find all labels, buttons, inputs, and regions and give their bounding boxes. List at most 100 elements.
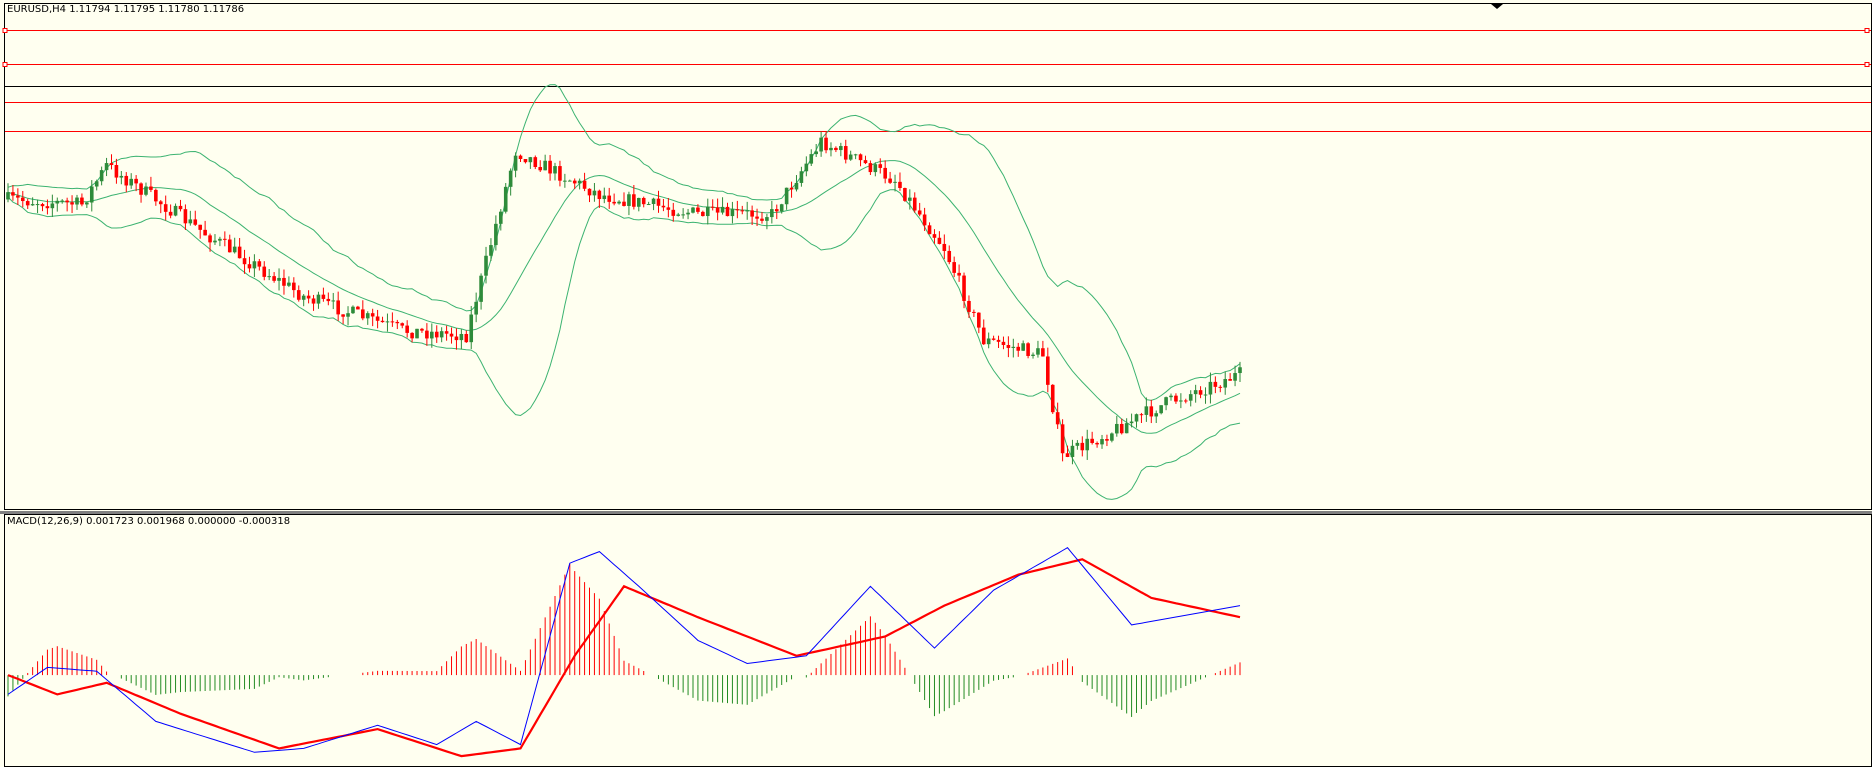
candle-body xyxy=(814,151,818,155)
candle-body xyxy=(232,246,237,253)
candle-body xyxy=(701,211,705,217)
candle-body xyxy=(247,264,252,269)
candle-body xyxy=(1011,346,1016,348)
candle-body xyxy=(602,195,607,200)
candle-body xyxy=(1238,367,1242,374)
line-handle[interactable] xyxy=(1864,28,1870,33)
candle-body xyxy=(316,294,321,304)
candle-body xyxy=(893,181,897,183)
candle-body xyxy=(311,298,316,304)
candle-body xyxy=(351,306,355,314)
candle-body xyxy=(972,311,976,313)
candle-body xyxy=(134,178,138,184)
candle-body xyxy=(1100,439,1104,445)
candle-body xyxy=(469,314,474,343)
candle-body xyxy=(173,205,178,216)
candle-body xyxy=(627,194,631,206)
candle-body xyxy=(986,338,991,345)
candle-body xyxy=(563,180,567,182)
candle-body xyxy=(908,197,912,201)
candle-body xyxy=(592,190,597,196)
candle-body xyxy=(927,225,932,235)
candle-body xyxy=(617,201,621,204)
candle-body xyxy=(981,327,986,345)
candle-body xyxy=(587,188,592,196)
candle-body xyxy=(75,197,79,205)
candle-body xyxy=(863,160,868,164)
candle-body xyxy=(109,163,114,166)
candle-body xyxy=(1110,433,1114,441)
line-handle[interactable] xyxy=(2,62,8,67)
candle-body xyxy=(306,295,311,299)
candle-body xyxy=(1149,406,1154,417)
candle-body xyxy=(1006,345,1011,348)
line-handle[interactable] xyxy=(2,28,8,33)
candle-body xyxy=(499,211,503,224)
candle-body xyxy=(809,154,814,164)
candle-body xyxy=(1193,390,1198,395)
candle-body xyxy=(30,204,35,206)
candle-body xyxy=(144,186,148,195)
bollinger-lower-band xyxy=(7,189,1241,500)
candle-body xyxy=(1050,384,1055,413)
candle-body xyxy=(1041,348,1045,357)
candle-body xyxy=(503,186,508,212)
candle-body xyxy=(853,154,858,156)
candle-body xyxy=(484,255,488,276)
candle-body xyxy=(341,314,345,317)
candle-body xyxy=(636,197,641,207)
chart-shift-marker[interactable] xyxy=(1491,4,1503,9)
candle-body xyxy=(725,206,730,217)
candle-body xyxy=(819,137,823,152)
candle-body xyxy=(760,218,764,221)
candle-body xyxy=(597,190,602,200)
candle-body xyxy=(385,321,390,323)
candle-body xyxy=(154,189,158,202)
candle-body xyxy=(70,202,74,205)
candle-body xyxy=(1026,343,1030,356)
candle-body xyxy=(16,195,20,198)
candle-body xyxy=(242,258,247,265)
bollinger-middle-band xyxy=(7,160,1241,434)
candle-body xyxy=(868,163,873,173)
candle-body xyxy=(292,282,296,291)
candle-body xyxy=(65,200,69,203)
candle-body xyxy=(917,210,922,215)
candle-body xyxy=(425,330,429,339)
candle-body xyxy=(582,180,587,189)
candle-body xyxy=(494,223,498,246)
candle-body xyxy=(1046,356,1050,385)
candle-body xyxy=(1159,405,1163,414)
candle-body xyxy=(577,180,582,184)
candle-body xyxy=(937,237,942,244)
candle-body xyxy=(774,209,779,212)
candle-body xyxy=(1060,424,1065,454)
candle-body xyxy=(203,229,207,236)
candle-body xyxy=(1124,423,1129,434)
candle-body xyxy=(794,182,799,190)
candle-body xyxy=(139,183,143,195)
candle-body xyxy=(784,187,789,205)
candle-body xyxy=(1080,442,1085,451)
candle-body xyxy=(789,187,794,190)
candle-body xyxy=(612,201,616,204)
candle-body xyxy=(356,306,360,310)
candle-body xyxy=(888,178,892,183)
candle-body xyxy=(848,154,853,160)
candle-body xyxy=(149,186,153,190)
candlesticks xyxy=(6,131,1242,465)
candle-body xyxy=(183,209,188,224)
candle-body xyxy=(168,211,173,216)
candle-body xyxy=(1129,421,1134,424)
candle-body xyxy=(1065,453,1070,457)
candle-body xyxy=(1036,348,1040,355)
candle-body xyxy=(548,160,552,174)
candle-body xyxy=(1070,445,1075,457)
line-handle[interactable] xyxy=(1864,62,1870,67)
candle-body xyxy=(237,246,242,259)
candle-body xyxy=(957,272,961,276)
candle-body xyxy=(464,333,469,343)
candle-body xyxy=(1223,379,1228,388)
